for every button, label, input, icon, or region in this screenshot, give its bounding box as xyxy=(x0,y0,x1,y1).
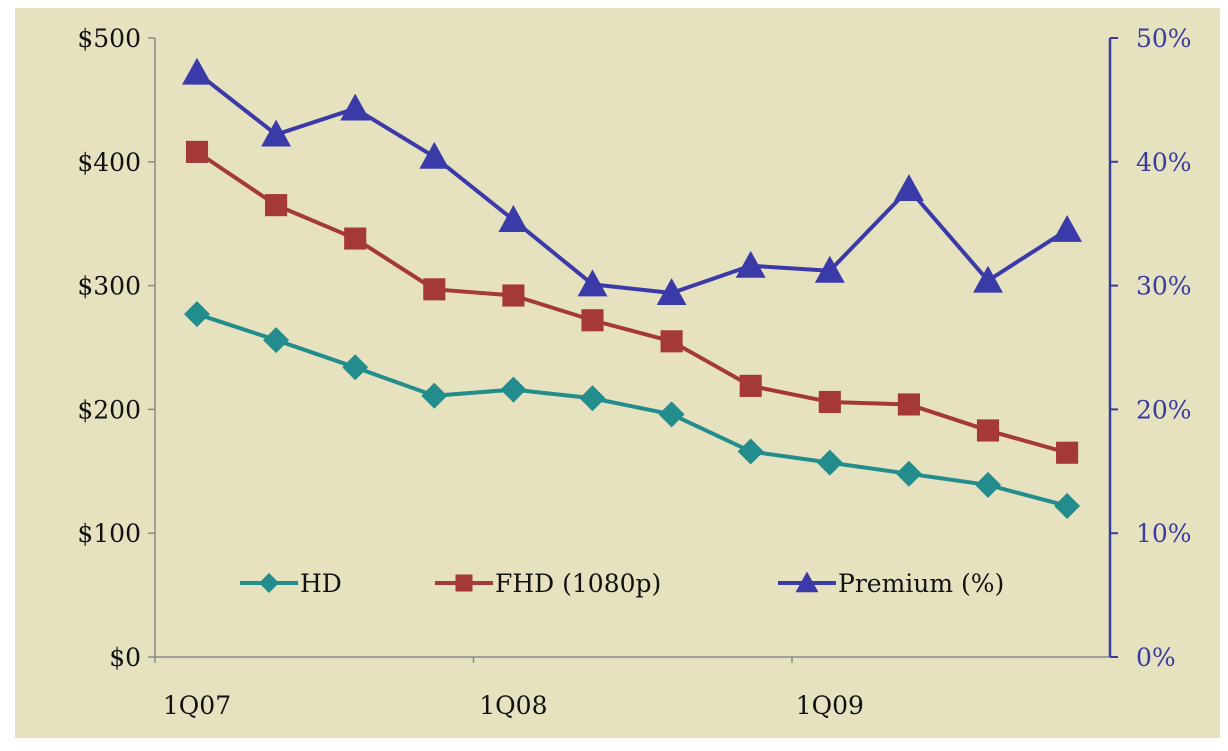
series-0 xyxy=(184,301,1081,519)
data-point xyxy=(261,119,292,147)
data-point xyxy=(895,460,922,487)
right-tick-label: 30% xyxy=(1136,272,1192,301)
right-tick-label: 20% xyxy=(1136,395,1192,424)
legend-label: Premium (%) xyxy=(838,569,1004,598)
data-point xyxy=(263,327,290,354)
data-point xyxy=(737,438,764,465)
left-tick-label: $200 xyxy=(77,395,141,424)
legend-item: Premium (%) xyxy=(778,569,1004,598)
data-point xyxy=(976,419,1000,442)
data-point xyxy=(660,330,683,353)
legend-label: FHD (1080p) xyxy=(495,569,661,598)
data-point xyxy=(973,265,1003,293)
data-point xyxy=(419,141,450,169)
legend-marker xyxy=(795,571,819,593)
data-point xyxy=(581,309,604,332)
data-point xyxy=(342,354,369,381)
x-axis-ticks: 1Q07 1Q08 1Q09 xyxy=(154,657,864,720)
data-point xyxy=(739,374,762,397)
data-point xyxy=(340,93,371,121)
data-point xyxy=(344,227,367,250)
x-tick-label: 1Q07 xyxy=(163,691,231,720)
data-point xyxy=(656,278,687,305)
data-point xyxy=(1052,214,1083,242)
data-point xyxy=(579,385,606,412)
x-tick-label: 1Q08 xyxy=(479,691,547,720)
data-point xyxy=(500,376,527,403)
left-tick-label: $100 xyxy=(77,519,141,548)
left-tick-label: $300 xyxy=(77,272,141,301)
left-tick-label: $400 xyxy=(77,148,141,177)
data-point xyxy=(265,194,288,217)
series-line xyxy=(195,150,1068,455)
legend-marker xyxy=(455,574,473,592)
chart-background xyxy=(15,8,1220,738)
data-point xyxy=(498,205,529,232)
data-point xyxy=(814,255,845,283)
data-point xyxy=(735,250,766,278)
left-axis-ticks: $0 $100 $200 $300 $400 $500 xyxy=(77,24,155,672)
data-point xyxy=(658,401,685,428)
data-point xyxy=(184,301,210,328)
data-point xyxy=(893,174,924,201)
right-tick-label: 50% xyxy=(1136,24,1192,53)
left-tick-label: $500 xyxy=(77,24,141,53)
data-point xyxy=(502,284,525,307)
series-layer xyxy=(182,57,1083,519)
data-point xyxy=(1054,492,1081,519)
legend-item: FHD (1080p) xyxy=(435,569,661,598)
legend: HD FHD (1080p) Premium (%) xyxy=(240,569,1004,598)
legend-marker xyxy=(259,573,279,593)
data-point xyxy=(423,278,446,301)
data-point xyxy=(421,382,448,409)
data-point xyxy=(185,140,209,163)
right-tick-label: 10% xyxy=(1136,519,1192,548)
data-point xyxy=(182,57,212,85)
series-1 xyxy=(185,140,1079,464)
legend-label: HD xyxy=(300,569,342,598)
series-line xyxy=(196,312,1068,508)
data-point xyxy=(816,449,843,476)
x-tick-label: 1Q09 xyxy=(796,691,864,720)
right-tick-label: 40% xyxy=(1136,148,1192,177)
data-point xyxy=(577,269,608,297)
series-line xyxy=(195,71,1069,296)
data-point xyxy=(818,390,841,414)
data-point xyxy=(1056,441,1079,464)
left-tick-label: $0 xyxy=(109,643,141,672)
series-2 xyxy=(182,57,1083,305)
data-point xyxy=(897,393,920,416)
right-axis-ticks: 0% 10% 20% 30% 40% 50% xyxy=(1110,24,1192,672)
legend-item: HD xyxy=(240,569,342,598)
axes xyxy=(154,38,1112,658)
data-point xyxy=(975,471,1001,498)
right-tick-label: 0% xyxy=(1136,643,1176,672)
